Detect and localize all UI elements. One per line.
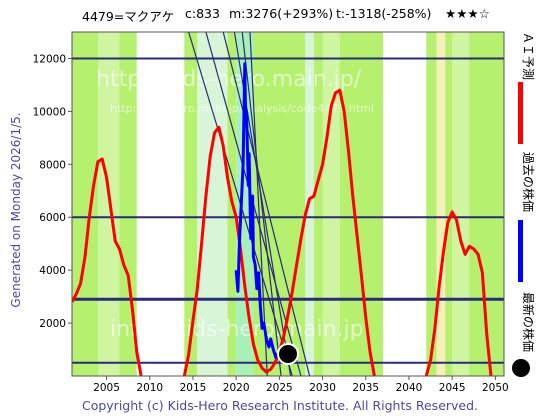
x-tick-label: 2010	[136, 382, 163, 394]
x-tick-label: 2050	[482, 382, 509, 394]
trend-line-4	[241, 32, 282, 376]
latest-price-dot	[277, 342, 299, 365]
current-price: c:833	[185, 6, 220, 21]
code-name: 4479=マクアケ	[82, 9, 175, 24]
legend-ai-swatch	[518, 82, 523, 144]
x-tick-label: 2035	[352, 382, 379, 394]
plot-frame	[71, 31, 505, 377]
x-axis: 2005 2010 2015 2020 2025 2030 2035 2040 2045 2050	[93, 376, 509, 394]
trend-line-2	[222, 32, 311, 376]
generated-date-label: Generated on Monday 2026/1/5.	[9, 112, 23, 307]
x-tick-label: 2030	[309, 382, 336, 394]
y-tick-label: 2000	[39, 318, 66, 330]
legend: ＡＩ予測 過去の株価 最新の株価	[512, 32, 536, 377]
band-light-2	[452, 32, 470, 376]
rating-stars: ★★★☆	[445, 6, 490, 21]
legend-ai-label: ＡＩ予測	[521, 32, 535, 80]
series-layer	[72, 62, 493, 376]
past-price-line	[234, 62, 289, 359]
band-9	[383, 32, 427, 376]
x-tick-label: 2025	[266, 382, 293, 394]
y-tick-label: 12000	[33, 53, 66, 65]
band-2	[184, 32, 198, 376]
x-tick-label: 2015	[180, 382, 207, 394]
x-tick-label: 2040	[396, 382, 423, 394]
legend-past-swatch	[518, 220, 523, 282]
band-5	[236, 32, 254, 376]
watermark-url: http://kids-hero.main.jp/	[96, 67, 362, 92]
y-axis: 2000 4000 6000 8000 10000 12000	[33, 53, 72, 330]
copyright-footer: Copyright (c) Kids-Hero Research Institu…	[81, 398, 479, 413]
legend-past-label: 過去の株価	[521, 152, 536, 212]
y-tick-label: 6000	[39, 212, 66, 224]
y-tick-label: 10000	[33, 106, 66, 118]
legend-latest-label: 最新の株価	[521, 292, 536, 352]
trend-lines	[188, 32, 311, 376]
legend-latest-dot	[512, 359, 530, 377]
max-price: m:3276(+293%)	[229, 6, 334, 21]
band-light-1	[322, 32, 340, 376]
band-1	[136, 32, 185, 376]
trend-value: t:-1318(-258%)	[336, 6, 432, 21]
x-tick-label: 2020	[223, 382, 250, 394]
band-11	[436, 32, 446, 376]
trend-line-5	[249, 32, 268, 376]
band-10	[426, 32, 437, 376]
generated-date-text: Generated on Monday 2026/1/5.	[9, 112, 23, 307]
band-0	[72, 32, 137, 376]
x-tick-label: 2045	[439, 382, 466, 394]
y-tick-label: 4000	[39, 265, 66, 277]
band-3	[197, 32, 228, 376]
watermark-email: info@kids-hero.main.jp	[110, 317, 364, 342]
y-tick-label: 8000	[39, 159, 66, 171]
band-8	[313, 32, 384, 376]
x-tick-label: 2005	[93, 382, 120, 394]
band-12	[445, 32, 504, 376]
